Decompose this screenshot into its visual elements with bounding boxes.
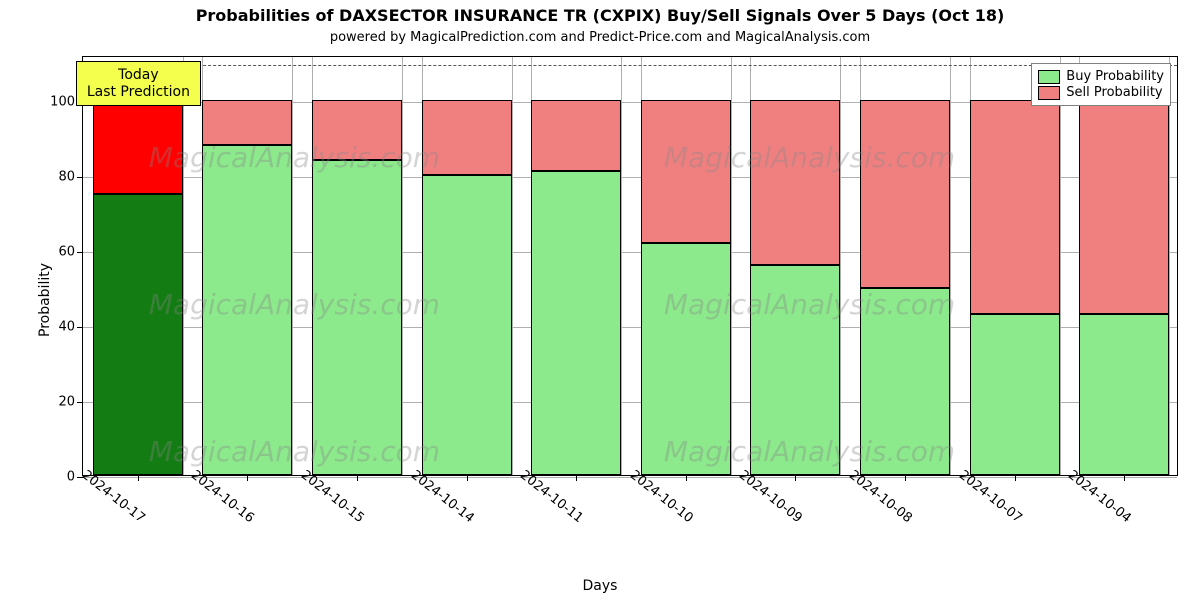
- bar-sell: [641, 100, 731, 243]
- y-tick-mark: [77, 402, 83, 403]
- bar-sell: [93, 100, 183, 194]
- bar-sell: [750, 100, 840, 265]
- x-tick-mark: [138, 475, 139, 481]
- x-tick-mark: [795, 475, 796, 481]
- bar-sell: [1079, 100, 1169, 314]
- chart-title: Probabilities of DAXSECTOR INSURANCE TR …: [0, 6, 1200, 25]
- bar-sell: [860, 100, 950, 288]
- bar-sell: [422, 100, 512, 175]
- bar-buy: [970, 314, 1060, 475]
- bar-buy: [750, 265, 840, 475]
- bar-buy: [312, 160, 402, 475]
- bar-sell: [202, 100, 292, 145]
- plot-area: 0204060801002024-10-172024-10-162024-10-…: [82, 56, 1178, 476]
- y-tick-mark: [77, 177, 83, 178]
- y-tick-label: 20: [58, 395, 75, 410]
- bar-buy: [531, 171, 621, 475]
- bar-buy: [1079, 314, 1169, 475]
- gridline-vertical: [840, 57, 841, 475]
- annotation-line: Today: [87, 67, 190, 84]
- y-tick-mark: [77, 252, 83, 253]
- legend: Buy ProbabilitySell Probability: [1031, 63, 1171, 106]
- y-tick-label: 100: [50, 95, 75, 110]
- y-tick-label: 40: [58, 320, 75, 335]
- annotation-line: Last Prediction: [87, 84, 190, 101]
- today-annotation: TodayLast Prediction: [76, 61, 201, 107]
- x-tick-mark: [905, 475, 906, 481]
- y-tick-label: 0: [67, 470, 75, 485]
- chart-container: Probabilities of DAXSECTOR INSURANCE TR …: [0, 0, 1200, 600]
- bar-buy: [641, 243, 731, 476]
- gridline-vertical: [292, 57, 293, 475]
- x-tick-mark: [576, 475, 577, 481]
- legend-swatch: [1038, 86, 1060, 100]
- gridline-vertical: [950, 57, 951, 475]
- gridline-vertical: [1169, 57, 1170, 475]
- x-axis-label: Days: [0, 578, 1200, 594]
- gridline-vertical: [1060, 57, 1061, 475]
- bar-sell: [970, 100, 1060, 314]
- legend-item: Sell Probability: [1038, 85, 1164, 100]
- bar-buy: [202, 145, 292, 475]
- x-tick-mark: [357, 475, 358, 481]
- bar-sell: [312, 100, 402, 160]
- x-tick-mark: [467, 475, 468, 481]
- gridline-vertical: [731, 57, 732, 475]
- gridline-vertical: [621, 57, 622, 475]
- legend-swatch: [1038, 70, 1060, 84]
- y-tick-label: 60: [58, 245, 75, 260]
- gridline-vertical: [183, 57, 184, 475]
- legend-item: Buy Probability: [1038, 69, 1164, 84]
- y-axis-label: Probability: [37, 263, 53, 337]
- legend-label: Sell Probability: [1066, 85, 1162, 100]
- bar-buy: [860, 288, 950, 476]
- gridline-vertical: [402, 57, 403, 475]
- chart-subtitle: powered by MagicalPrediction.com and Pre…: [0, 30, 1200, 45]
- bar-sell: [531, 100, 621, 171]
- bar-buy: [93, 194, 183, 475]
- legend-label: Buy Probability: [1066, 69, 1164, 84]
- bar-buy: [422, 175, 512, 475]
- x-tick-mark: [247, 475, 248, 481]
- y-tick-mark: [77, 327, 83, 328]
- gridline-vertical: [512, 57, 513, 475]
- x-tick-mark: [1124, 475, 1125, 481]
- y-tick-label: 80: [58, 170, 75, 185]
- reference-line: [83, 65, 1177, 66]
- x-tick-mark: [686, 475, 687, 481]
- x-tick-mark: [1015, 475, 1016, 481]
